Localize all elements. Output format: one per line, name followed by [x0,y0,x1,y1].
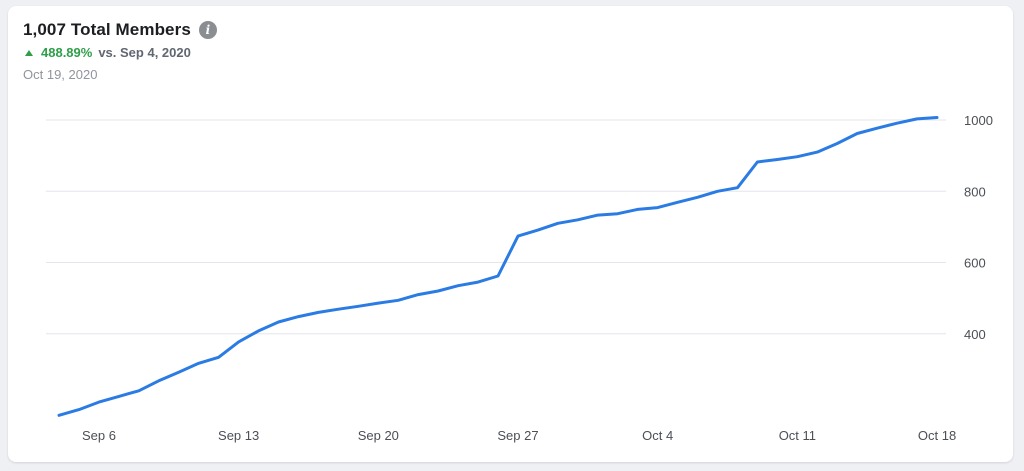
data-point[interactable] [552,217,564,229]
y-tick-label: 800 [964,184,986,199]
data-point[interactable] [253,325,265,337]
data-point[interactable] [592,209,604,221]
data-point[interactable] [672,196,684,208]
change-row: 488.89% vs. Sep 4, 2020 [23,45,217,60]
series-line-members [57,116,939,417]
data-point[interactable] [173,366,185,378]
data-point[interactable] [213,351,225,363]
data-point[interactable] [352,300,364,312]
x-tick-label: Oct 18 [918,428,956,443]
data-point[interactable] [632,203,644,215]
data-point[interactable] [891,117,903,129]
data-point[interactable] [153,375,165,387]
date-label: Oct 19, 2020 [23,67,98,82]
data-point[interactable] [233,336,245,348]
data-point[interactable] [692,191,704,203]
data-point[interactable] [811,146,823,158]
x-tick-label: Sep 20 [358,428,399,443]
data-point[interactable] [572,214,584,226]
x-axis-ticks: Sep 6 Sep 13 Sep 20 Sep 27 Oct 4 Oct 11 Oct 18 [82,428,956,443]
x-tick-label: Oct 4 [642,428,673,443]
info-icon[interactable]: i [198,21,217,39]
data-point[interactable] [851,128,863,140]
data-point[interactable] [652,202,664,214]
data-point[interactable] [273,316,285,328]
data-point[interactable] [612,208,624,220]
y-tick-label: 600 [964,256,986,271]
data-point[interactable] [931,112,943,124]
title-row: 1,007 Total Members i [23,20,217,40]
data-point[interactable] [372,297,384,309]
data-point[interactable] [712,185,724,197]
data-point[interactable] [312,306,324,318]
chart-header: 1,007 Total Members i 488.89% vs. Sep 4,… [23,20,217,82]
x-tick-label: Sep 6 [82,428,116,443]
triangle-up-icon [25,49,33,56]
y-axis-ticks: 400 600 800 1000 [964,113,993,342]
data-point[interactable] [293,311,305,323]
members-chart-card: 1,007 Total Members i 488.89% vs. Sep 4,… [8,6,1013,462]
x-tick-label: Oct 11 [779,428,816,443]
series-layer [53,112,943,421]
data-point[interactable] [93,396,105,408]
grid-layer [46,119,946,335]
data-point[interactable] [412,289,424,301]
data-point[interactable] [771,154,783,166]
data-point[interactable] [751,156,763,168]
data-point[interactable] [532,224,544,236]
data-point[interactable] [871,122,883,134]
y-tick-label: 1000 [964,113,993,128]
data-point[interactable] [472,276,484,288]
data-point[interactable] [392,294,404,306]
x-tick-label: Sep 13 [218,428,259,443]
data-point[interactable] [791,151,803,163]
change-percent: 488.89% [41,45,93,60]
data-point[interactable] [512,230,524,242]
total-members-title: 1,007 Total Members [23,20,191,39]
data-point[interactable] [53,409,65,421]
data-point[interactable] [492,270,504,282]
data-point[interactable] [193,357,205,369]
data-point[interactable] [732,182,744,194]
data-point[interactable] [831,138,843,150]
data-point[interactable] [432,285,444,297]
x-tick-label: Sep 27 [497,428,538,443]
data-point[interactable] [133,385,145,397]
data-point[interactable] [113,390,125,402]
data-point[interactable] [332,303,344,315]
change-comparison: vs. Sep 4, 2020 [98,45,191,60]
data-point[interactable] [452,280,464,292]
data-point[interactable] [73,404,85,416]
data-point[interactable] [911,113,923,125]
y-tick-label: 400 [964,327,986,342]
